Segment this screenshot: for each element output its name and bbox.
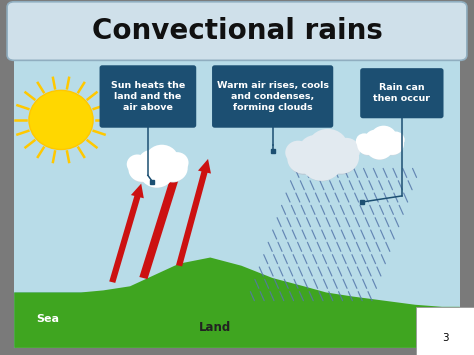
Circle shape [29, 90, 93, 149]
FancyBboxPatch shape [212, 65, 333, 128]
Circle shape [334, 142, 358, 165]
Text: 3: 3 [442, 333, 448, 343]
Circle shape [381, 133, 404, 155]
Circle shape [287, 143, 320, 174]
Polygon shape [176, 159, 211, 267]
Circle shape [158, 154, 188, 182]
Circle shape [387, 131, 405, 148]
Circle shape [307, 129, 348, 166]
FancyBboxPatch shape [14, 60, 460, 348]
Text: Sea: Sea [36, 314, 59, 324]
Circle shape [128, 157, 155, 182]
Circle shape [139, 155, 174, 188]
Circle shape [167, 156, 187, 174]
Circle shape [365, 130, 387, 150]
Circle shape [285, 141, 311, 164]
Circle shape [325, 146, 357, 175]
Circle shape [301, 140, 330, 167]
Circle shape [372, 129, 395, 151]
Text: Sun heats the
land and the
air above: Sun heats the land and the air above [111, 81, 185, 113]
Circle shape [356, 133, 373, 149]
Circle shape [382, 137, 402, 155]
Polygon shape [14, 257, 460, 348]
FancyBboxPatch shape [14, 60, 460, 348]
Text: Warm air rises, cools
and condenses,
forming clouds: Warm air rises, cools and condenses, for… [217, 81, 328, 113]
Circle shape [145, 145, 179, 176]
Circle shape [289, 148, 318, 175]
Circle shape [287, 145, 310, 166]
Circle shape [127, 154, 148, 174]
FancyBboxPatch shape [360, 68, 444, 118]
Circle shape [138, 150, 166, 176]
Circle shape [300, 141, 343, 181]
Circle shape [147, 149, 177, 176]
Circle shape [323, 141, 359, 174]
Circle shape [370, 126, 397, 150]
Circle shape [166, 152, 189, 173]
Polygon shape [139, 157, 184, 279]
Circle shape [367, 137, 392, 160]
Polygon shape [109, 184, 144, 283]
Text: Convectional rains: Convectional rains [91, 17, 383, 45]
Circle shape [139, 154, 164, 176]
Circle shape [388, 134, 403, 149]
Circle shape [303, 146, 341, 181]
Circle shape [160, 158, 186, 182]
Circle shape [358, 138, 377, 155]
Circle shape [299, 135, 332, 166]
Circle shape [365, 134, 393, 159]
Circle shape [357, 135, 379, 155]
FancyBboxPatch shape [100, 65, 196, 128]
Text: Rain can
then occur: Rain can then occur [374, 83, 430, 103]
Text: Land: Land [199, 321, 231, 334]
Circle shape [130, 161, 154, 182]
Circle shape [366, 133, 385, 151]
Circle shape [128, 158, 146, 175]
Circle shape [310, 134, 346, 167]
Polygon shape [14, 293, 144, 348]
Circle shape [357, 136, 372, 150]
Circle shape [332, 138, 360, 163]
Circle shape [141, 159, 173, 188]
